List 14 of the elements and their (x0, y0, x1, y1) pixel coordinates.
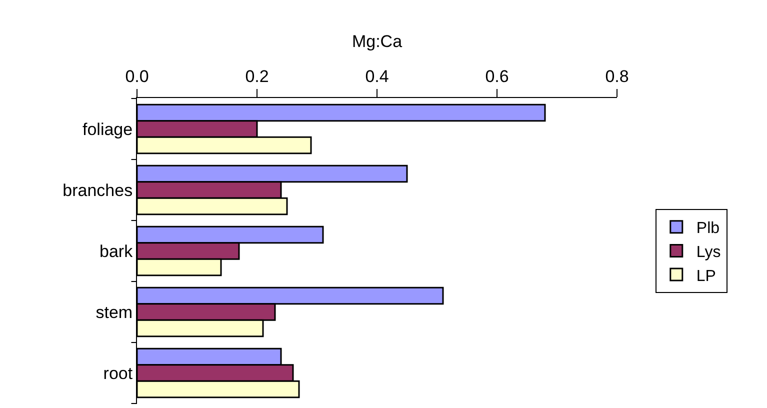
x-tick-label: 0.0 (125, 67, 149, 86)
y-tick-label: stem (96, 302, 133, 322)
x-tick-label: 0.2 (245, 67, 269, 86)
x-tick-label: 0.6 (485, 67, 509, 86)
x-tick-label: 0.4 (365, 67, 389, 86)
y-tick-label: bark (100, 242, 134, 261)
legend-label: Lys (696, 244, 721, 261)
y-tick-label: foliage (82, 120, 133, 139)
x-axis-title: Mg:Ca (352, 32, 403, 51)
legend-label: Plb (696, 220, 720, 238)
x-tick-label: 0.8 (605, 67, 629, 86)
y-tick-label: branches (62, 180, 133, 200)
legend-label: LP (696, 268, 716, 285)
y-tick-label: root (103, 364, 133, 383)
